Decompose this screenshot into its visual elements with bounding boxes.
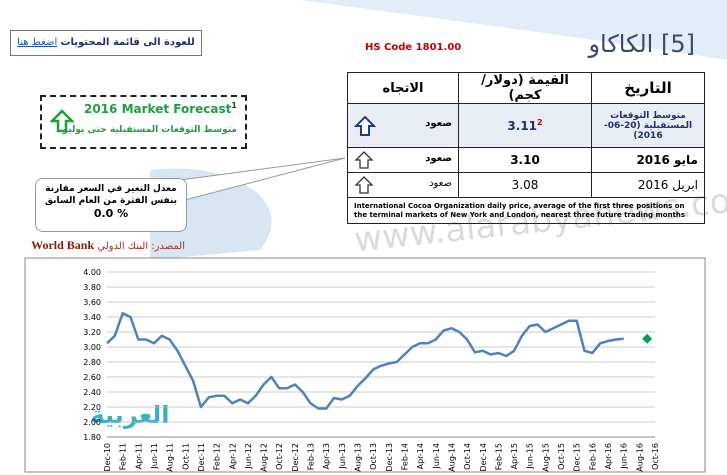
x-tick-label: Oct-14 xyxy=(463,443,472,470)
y-tick-label: 2.60 xyxy=(83,373,101,382)
x-tick-label: Apr-12 xyxy=(228,443,237,469)
x-tick-label: Oct-13 xyxy=(369,443,378,470)
callout-box: معدل التغير في السعر مقارنة بنفس الفترة … xyxy=(35,178,187,232)
callout-text: معدل التغير في السعر مقارنة بنفس الفترة … xyxy=(45,184,177,206)
page-title: [5] الكاكاو xyxy=(588,30,695,58)
x-tick-label: Apr-13 xyxy=(322,443,331,469)
price-table: التاريخ القيمة (دولار/كجم) الاتجاه متوسط… xyxy=(347,72,705,224)
x-tick-label: Aug-12 xyxy=(260,443,269,472)
x-tick-label: Dec-13 xyxy=(385,443,394,472)
col-header: القيمة (دولار/كجم) xyxy=(458,72,592,104)
x-tick-label: Apr-16 xyxy=(604,443,613,469)
date-cell: متوسط التوقعات المستقبلية (20-06-2016) xyxy=(591,103,705,148)
x-tick-label: Jun-12 xyxy=(244,443,253,470)
x-tick-label: Aug-13 xyxy=(354,443,363,472)
source-name: World Bank xyxy=(31,238,95,252)
y-tick-label: 3.00 xyxy=(83,343,101,352)
x-tick-label: Aug-11 xyxy=(166,443,175,472)
x-tick-label: Apr-11 xyxy=(134,443,143,469)
back-link[interactable]: اضغط هنا xyxy=(17,37,58,48)
date-cell: ابريل 2016 xyxy=(591,172,705,198)
x-tick-label: Jun-15 xyxy=(526,443,535,470)
y-tick-label: 2.00 xyxy=(83,418,101,427)
value-cell: 3.11 xyxy=(507,119,538,133)
y-tick-label: 3.40 xyxy=(83,313,101,322)
x-tick-label: Jun-11 xyxy=(150,443,159,470)
y-tick-label: 3.20 xyxy=(83,328,101,337)
trend-cell: صعود xyxy=(429,178,452,189)
x-tick-label: Oct-16 xyxy=(651,443,660,470)
footnote: International Cocoa Organization daily p… xyxy=(347,197,705,224)
back-text: للعودة الى قائمة المحتويات xyxy=(60,37,195,48)
y-tick-label: 1.80 xyxy=(83,433,101,442)
date-cell: مايو 2016 xyxy=(591,147,705,173)
y-tick-label: 2.40 xyxy=(83,388,101,397)
value-cell: 3.10 xyxy=(458,147,592,173)
x-tick-label: Aug-16 xyxy=(635,443,644,472)
y-tick-label: 3.60 xyxy=(83,298,101,307)
trend-cell: صعود xyxy=(425,117,452,129)
trend-arrow xyxy=(354,151,374,169)
price-line xyxy=(106,312,624,410)
value-cell: 3.08 xyxy=(458,172,592,198)
back-box: للعودة الى قائمة المحتويات اضغط هنا xyxy=(10,30,202,56)
forecast-box: 2016 Market Forecast1 متوسط التوقعات الم… xyxy=(40,95,247,149)
x-tick-label: Aug-15 xyxy=(541,443,550,472)
trend-arrow xyxy=(354,176,374,194)
x-tick-label: Dec-11 xyxy=(197,443,206,472)
forecast-arrow xyxy=(50,109,74,133)
x-tick-label: Apr-15 xyxy=(510,443,519,469)
forecast-marker xyxy=(642,333,653,344)
x-tick-label: Oct-12 xyxy=(275,443,284,470)
x-tick-label: Jun-13 xyxy=(338,443,347,470)
x-tick-label: Apr-14 xyxy=(416,443,425,469)
y-tick-label: 3.80 xyxy=(83,283,101,292)
x-tick-label: Feb-14 xyxy=(400,443,409,470)
logo: العربية xyxy=(90,401,169,429)
y-tick-label: 2.20 xyxy=(83,403,101,412)
forecast-title: 2016 Market Forecast xyxy=(84,102,232,116)
x-tick-label: Dec-12 xyxy=(291,443,300,472)
chart: العربية 1.80 2.00 2.20 2.40 2.60 2.80 3.00 3.20… xyxy=(24,257,706,473)
y-tick-label: 4.00 xyxy=(83,268,101,277)
x-tick-label: Feb-12 xyxy=(213,443,222,470)
hs-code: HS Code 1801.00 xyxy=(365,42,462,53)
x-tick-label: Feb-16 xyxy=(588,443,597,470)
forecast-subtitle: متوسط التوقعات المستقبلية حتى يوليو xyxy=(62,125,237,135)
value-note: 2 xyxy=(537,118,543,127)
x-tick-label: Feb-15 xyxy=(494,443,503,470)
forecast-note: 1 xyxy=(231,101,237,110)
chart-frame xyxy=(24,257,706,473)
callout-value: 0.0 % xyxy=(93,207,129,220)
callout-pointer xyxy=(180,157,346,201)
x-tick-label: Dec-14 xyxy=(479,443,488,472)
x-tick-label: Jun-14 xyxy=(432,443,441,470)
x-tick-label: Feb-11 xyxy=(119,443,128,470)
trend-arrow xyxy=(354,115,376,136)
trend-cell: صعود xyxy=(425,153,452,164)
y-tick-label: 2.80 xyxy=(83,358,101,367)
x-tick-label: Oct-15 xyxy=(557,443,566,470)
x-tick-label: Oct-11 xyxy=(181,443,190,470)
source: المصدر: البنك الدولي World Bank xyxy=(31,238,185,253)
x-tick-label: Dec-10 xyxy=(103,443,112,472)
col-header: الاتجاه xyxy=(347,72,459,104)
col-header: التاريخ xyxy=(591,72,705,104)
x-tick-label: Feb-13 xyxy=(307,443,316,470)
source-label: المصدر: البنك الدولي xyxy=(97,241,185,252)
x-tick-label: Dec-15 xyxy=(573,443,582,472)
x-tick-label: Jun-16 xyxy=(620,443,629,470)
x-tick-label: Aug-14 xyxy=(447,443,456,472)
